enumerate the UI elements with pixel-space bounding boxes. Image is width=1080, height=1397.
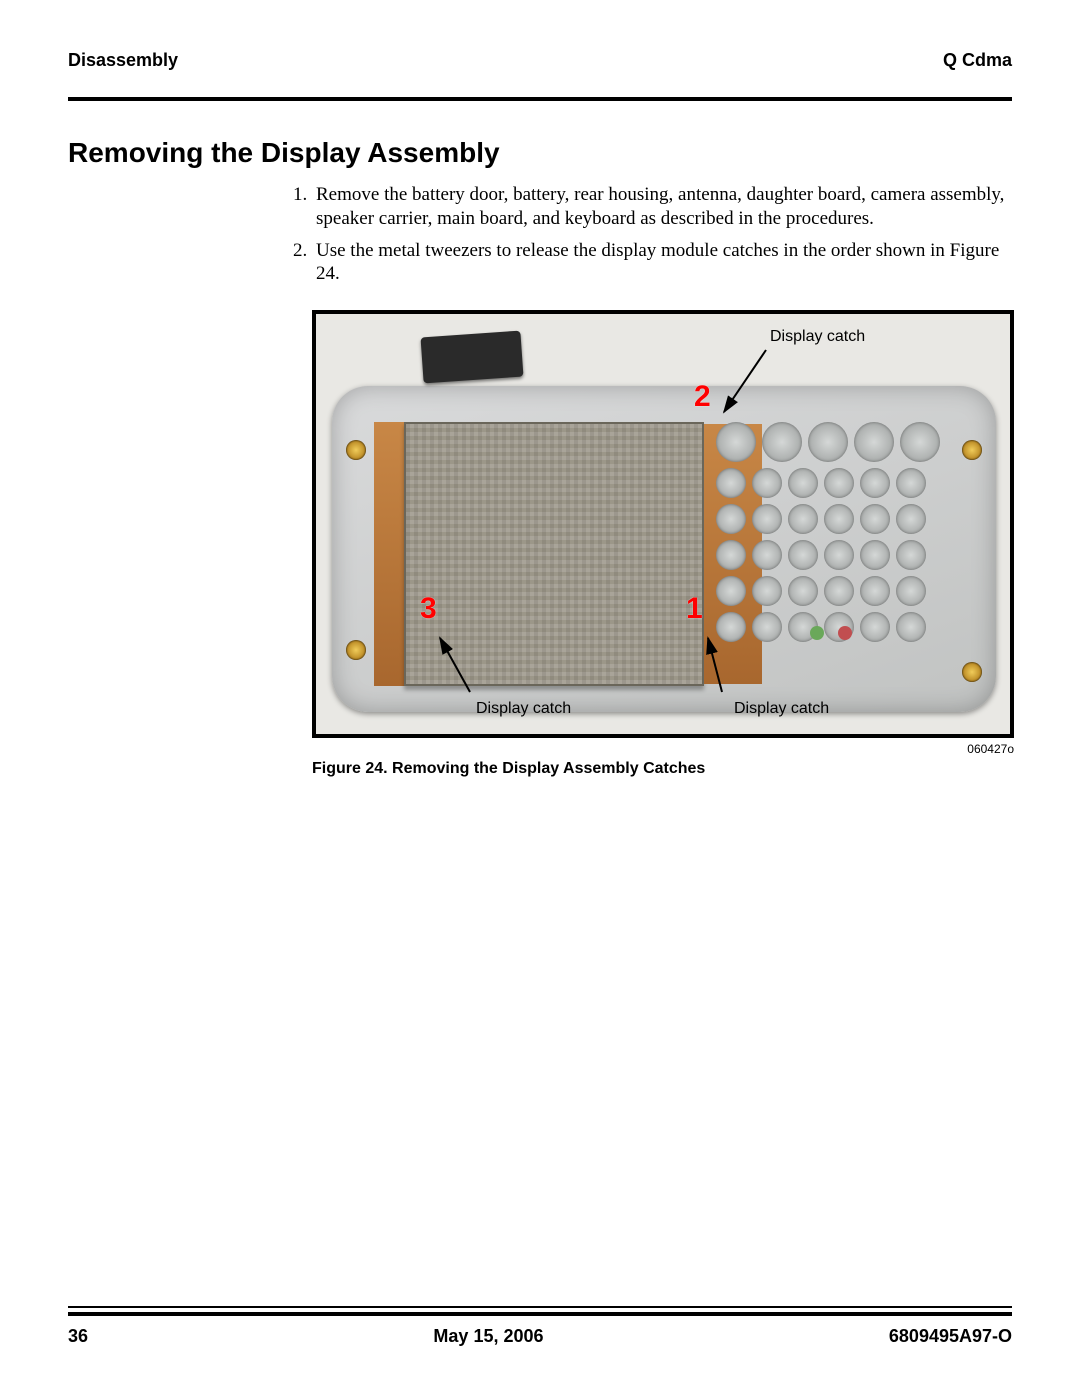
keyboard-area — [716, 422, 950, 686]
section-title: Removing the Display Assembly — [68, 137, 1012, 169]
figure-frame: 1 2 3 Display catch Display catch Displa… — [312, 310, 1014, 738]
marker-1: 1 — [686, 592, 703, 626]
screw-icon — [346, 440, 366, 460]
marker-2: 2 — [694, 380, 711, 414]
marker-3: 3 — [420, 592, 437, 626]
copper-strip — [374, 422, 404, 686]
device-body — [332, 386, 996, 712]
footer-page: 36 — [68, 1326, 88, 1347]
header-left: Disassembly — [68, 50, 178, 71]
figure-image-id: 060427o — [312, 742, 1014, 756]
callout-top: Display catch — [770, 328, 865, 346]
display-mesh — [404, 422, 704, 686]
procedure-steps: Remove the battery door, battery, rear h… — [312, 183, 1012, 286]
top-clip — [421, 331, 524, 384]
screw-icon — [962, 440, 982, 460]
footer-date: May 15, 2006 — [433, 1326, 543, 1347]
indicator-dot — [810, 626, 824, 640]
footer-doc: 6809495A97-O — [889, 1326, 1012, 1347]
indicator-dot — [838, 626, 852, 640]
step-1: Remove the battery door, battery, rear h… — [312, 183, 1012, 231]
page-footer: 36 May 15, 2006 6809495A97-O — [68, 1306, 1012, 1347]
callout-bottom-right: Display catch — [734, 700, 829, 718]
step-2: Use the metal tweezers to release the di… — [312, 239, 1012, 287]
header-right: Q Cdma — [943, 50, 1012, 71]
screw-icon — [962, 662, 982, 682]
callout-bottom-left: Display catch — [476, 700, 571, 718]
figure-caption: Figure 24. Removing the Display Assembly… — [312, 760, 1014, 778]
header-rule — [68, 97, 1012, 101]
screw-icon — [346, 640, 366, 660]
